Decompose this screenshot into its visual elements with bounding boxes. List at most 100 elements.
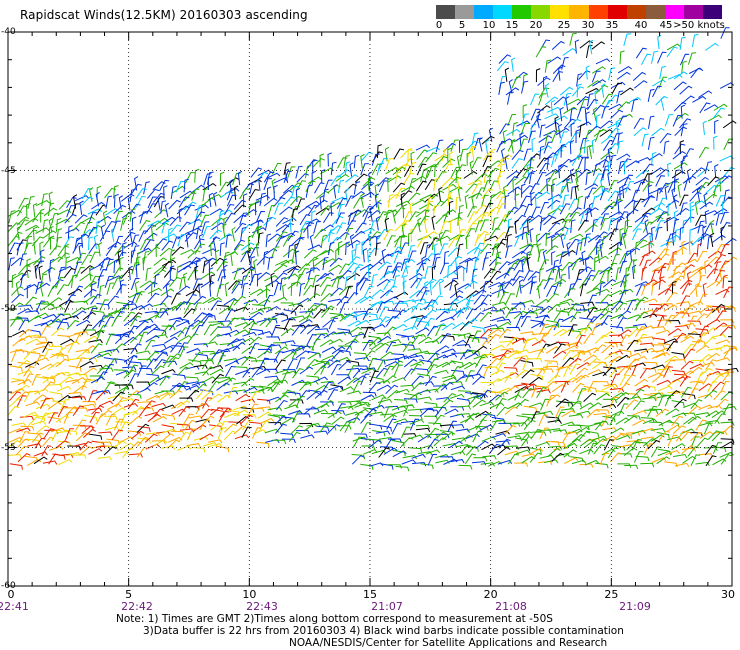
wind-barb: [83, 222, 93, 234]
wind-barb: [704, 209, 710, 225]
wind-barb: [216, 355, 226, 367]
wind-barb: [642, 418, 658, 425]
wind-barb: [322, 258, 337, 265]
wind-barb: [385, 315, 397, 327]
wind-barb: [34, 312, 49, 319]
wind-barb: [145, 314, 160, 322]
wind-barb: [56, 209, 72, 216]
wind-barb: [356, 277, 369, 288]
wind-barb: [671, 415, 684, 427]
wind-barb: [419, 304, 435, 311]
wind-barb: [39, 412, 50, 424]
wind-barb: [7, 209, 23, 217]
wind-barb: [719, 326, 733, 336]
wind-barb: [370, 404, 385, 411]
wind-barb: [607, 122, 622, 129]
wind-barb: [579, 402, 594, 410]
wind-barb: [561, 409, 576, 418]
wind-barb: [488, 282, 503, 288]
wind-barb: [16, 205, 28, 217]
wind-barb: [362, 248, 368, 263]
wind-barb: [539, 124, 546, 138]
wind-barb: [680, 155, 688, 169]
wind-barb: [47, 318, 62, 327]
wind-barb: [593, 412, 608, 418]
wind-barb: [306, 325, 321, 335]
wind-barb: [633, 127, 647, 137]
wind-barb: [648, 392, 663, 399]
wind-barb: [545, 245, 559, 255]
wind-barb: [671, 400, 685, 407]
wind-barb: [55, 276, 65, 289]
wind-barb: [314, 389, 328, 399]
wind-barb: [490, 327, 505, 333]
wind-barb: [713, 103, 728, 111]
wind-barb: [392, 182, 405, 193]
wind-barb: [439, 280, 444, 295]
wind-barb: [107, 241, 122, 250]
wind-barb: [97, 275, 104, 289]
wind-barb: [201, 358, 213, 370]
wind-barb: [257, 350, 271, 359]
wind-barb: [563, 442, 578, 450]
wind-barb: [335, 356, 350, 363]
wind-barb: [80, 196, 94, 207]
wind-barb: [431, 190, 445, 200]
wind-barb: [673, 178, 679, 193]
wind-barb: [659, 65, 667, 79]
wind-barb: [138, 367, 153, 373]
wind-barb: [258, 386, 273, 392]
wind-barb: [16, 391, 30, 400]
wind-barb: [667, 202, 673, 217]
wind-barb: [303, 284, 315, 296]
wind-barb: [79, 200, 84, 215]
wind-barb: [571, 459, 587, 465]
wind-barb: [657, 288, 672, 296]
wind-barb: [275, 217, 289, 227]
wind-barb: [623, 226, 632, 239]
wind-barb: [87, 226, 98, 239]
wind-barb: [504, 155, 509, 170]
wind-barb: [290, 185, 299, 199]
wind-barb: [566, 177, 571, 193]
wind-barb: [651, 152, 657, 166]
wind-barb: [71, 377, 86, 385]
wind-barb: [112, 267, 124, 279]
wind-barb: [448, 151, 454, 166]
time-label: 22:41: [0, 600, 29, 613]
wind-barb: [48, 383, 63, 389]
wind-barb: [386, 339, 402, 344]
wind-barb: [592, 79, 607, 87]
wind-barb: [388, 464, 402, 469]
wind-barb: [575, 334, 586, 347]
wind-barb: [682, 175, 697, 184]
wind-barb: [287, 265, 301, 274]
wind-barb: [115, 251, 127, 263]
wind-barb: [539, 305, 553, 315]
wind-barb: [673, 332, 687, 343]
wind-barb: [356, 401, 370, 407]
wind-barb: [615, 218, 623, 232]
wind-barb: [242, 419, 253, 431]
wind-barb: [384, 209, 393, 223]
wind-barb: [715, 195, 725, 207]
wind-barb: [63, 411, 73, 424]
wind-barb: [512, 275, 524, 287]
wind-barb: [283, 318, 294, 331]
wind-barb: [633, 117, 645, 129]
wind-barb: [623, 250, 632, 264]
wind-barb: [592, 270, 603, 282]
wind-barb: [672, 250, 677, 265]
wind-barb: [449, 277, 457, 291]
wind-barb: [361, 181, 375, 190]
wind-barb: [415, 327, 430, 335]
wind-barb: [636, 157, 651, 163]
wind-barb: [18, 197, 29, 210]
wind-barb: [362, 391, 377, 397]
wind-barb: [552, 278, 567, 286]
wind-barb: [519, 132, 524, 147]
wind-barb: [184, 204, 195, 216]
wind-barb: [412, 298, 427, 303]
wind-barb: [72, 242, 83, 254]
wind-barb: [719, 260, 730, 272]
